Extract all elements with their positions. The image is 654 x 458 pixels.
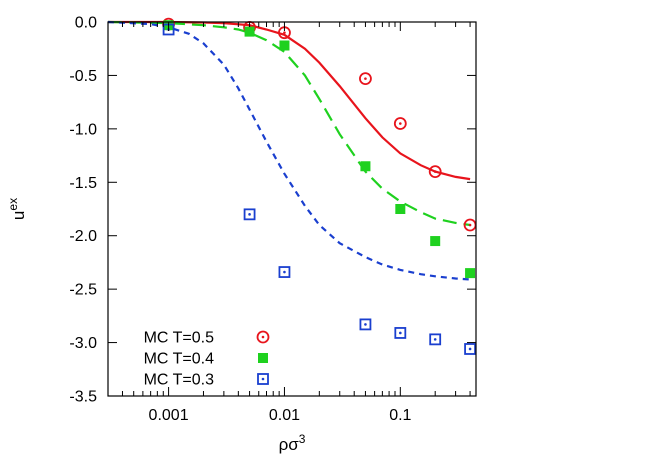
data-point-s1-4 bbox=[359, 72, 372, 86]
model-curve-1 bbox=[108, 20, 471, 181]
legend-label-2: MC T=0.4 bbox=[144, 351, 215, 368]
y-tick-label: -3.5 bbox=[69, 389, 97, 406]
data-point-s3-2 bbox=[243, 208, 256, 221]
legend-marker-1 bbox=[256, 330, 270, 344]
model-curve-3 bbox=[107, 20, 471, 281]
y-tick-label: -1.0 bbox=[69, 121, 97, 138]
x-axis-label-sup: 3 bbox=[299, 432, 306, 446]
data-point-s3-5 bbox=[394, 327, 407, 339]
data-point-s2-2 bbox=[244, 26, 255, 37]
data-point-s3-7 bbox=[464, 343, 476, 355]
mc-data-markers bbox=[162, 17, 477, 355]
y-tick-label: -0.5 bbox=[69, 68, 97, 85]
data-point-s2-7 bbox=[465, 268, 476, 279]
legend: MC T=0.5 MC T=0.4 MC T=0.3 bbox=[144, 330, 270, 389]
data-point-s3-6 bbox=[429, 333, 442, 346]
y-tick-label: -1.5 bbox=[69, 175, 97, 192]
data-point-s2-5 bbox=[395, 204, 406, 214]
x-axis-label-base: ρσ bbox=[279, 435, 300, 454]
y-axis-label: uex bbox=[6, 198, 28, 220]
data-point-s3-4 bbox=[359, 318, 372, 331]
y-tick-label: -3.0 bbox=[69, 335, 97, 352]
x-tick-label: 0.01 bbox=[269, 407, 300, 424]
model-curve-2 bbox=[107, 20, 471, 227]
data-point-s2-4 bbox=[360, 161, 371, 172]
plot-frame bbox=[107, 21, 477, 397]
x-tick-label: 0.001 bbox=[149, 407, 189, 424]
y-tick-label: -2.5 bbox=[69, 282, 97, 299]
legend-label-1: MC T=0.5 bbox=[144, 330, 215, 347]
y-axis-label-base: u bbox=[9, 211, 28, 220]
y-tick-label: 0.0 bbox=[75, 15, 97, 32]
legend-marker-2 bbox=[258, 353, 268, 363]
legend-marker-3 bbox=[257, 373, 269, 385]
y-tick-label: -2.0 bbox=[69, 228, 97, 245]
y-axis-label-sup: ex bbox=[6, 198, 20, 211]
model-curves bbox=[107, 20, 471, 281]
data-point-s2-3 bbox=[279, 40, 290, 51]
data-point-s3-3 bbox=[278, 266, 291, 278]
axis-tick-labels: 0.0 -0.5 -1.0 -1.5 -2.0 -2.5 -3.0 -3.5 0.001 0.01… bbox=[69, 15, 411, 425]
data-point-s1-5 bbox=[393, 117, 407, 130]
data-point-s1-6 bbox=[428, 165, 442, 179]
x-tick-label: 0.1 bbox=[389, 407, 411, 424]
x-axis-label: ρσ3 bbox=[279, 432, 306, 454]
axis-ticks bbox=[107, 21, 476, 397]
data-point-s2-6 bbox=[430, 236, 441, 247]
legend-label-3: MC T=0.3 bbox=[144, 372, 215, 389]
